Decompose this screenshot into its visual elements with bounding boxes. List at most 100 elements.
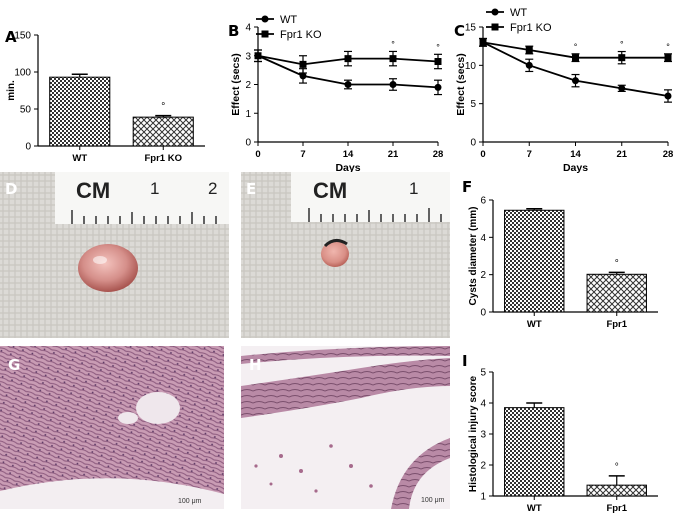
x-tick-label: 28: [433, 149, 444, 160]
scale-bar-g: 100 μm: [178, 498, 202, 505]
panel-label-c: C: [454, 22, 466, 40]
panel-label-f: F: [462, 178, 473, 196]
significance-marker: °: [666, 42, 670, 52]
photo-histology-wt: 100 μm G: [0, 346, 224, 509]
x-tick-label: 21: [388, 149, 399, 160]
bar-fpr1-ko: [132, 116, 194, 147]
x-tick-label: 0: [255, 149, 260, 160]
ruler-mark-d-1: 1: [150, 179, 159, 198]
y-tick-label: 4: [480, 399, 486, 410]
y-tick-label: 3: [245, 51, 251, 62]
data-point-square: [344, 55, 352, 63]
x-axis-label: Days: [335, 162, 360, 174]
legend-marker-square: [261, 30, 269, 38]
significance-marker: °: [161, 102, 165, 113]
significance-marker: °: [620, 40, 624, 50]
data-point-square: [479, 38, 487, 46]
panel-label-h: H: [249, 356, 262, 374]
line-chart-b: 0 1 2 3 4 0 7 14 21 28 Days Effect (secs) WT ° ° Fpr1 K…: [230, 14, 444, 174]
y-tick-label: 3: [480, 430, 486, 441]
y-tick-label: 0: [470, 138, 476, 149]
y-tick-label: 1: [480, 492, 486, 503]
data-point-circle: [525, 61, 533, 69]
x-tick-label: 28: [663, 149, 674, 160]
photo-cyst-fpr1-image: CM 1: [241, 172, 450, 338]
significance-marker: °: [615, 462, 619, 473]
legend-label: WT: [280, 14, 297, 26]
data-point-square: [299, 60, 307, 68]
y-tick-label: 2: [480, 270, 486, 281]
data-point-circle: [344, 81, 352, 88]
panel-f: F 0 2 4 6 WT Fpr1 ° Cysts diameter (mm): [450, 172, 675, 342]
significance-marker: °: [574, 42, 578, 52]
panel-label-e: E: [246, 180, 257, 198]
y-tick-label: 2: [245, 80, 251, 91]
bar-wt: [504, 209, 565, 313]
data-point-square: [664, 54, 672, 62]
x-tick-label: Fpr1: [606, 503, 627, 513]
y-tick-label: 5: [480, 368, 486, 379]
y-axis-label: Effect (secs): [230, 53, 242, 115]
photo-cyst-wt: CM 1 2 D: [0, 172, 229, 338]
y-tick-label: 2: [480, 461, 486, 472]
cyst-fpr1: [321, 241, 349, 267]
data-point-circle: [618, 84, 626, 92]
legend-label: WT: [510, 7, 527, 19]
panel-a: A 0 50 100 150 WT Fpr1 KO ° min.: [0, 0, 225, 170]
cyst-wt: [78, 244, 138, 292]
x-tick-label: WT: [527, 319, 542, 330]
panel-b: B 0 1 2 3 4 0 7 14 21 28 Days Effect (secs) WT ° ° Fpr1…: [225, 0, 450, 185]
data-point-circle: [389, 81, 397, 88]
panel-label-a: A: [5, 28, 17, 46]
y-tick-label: 15: [465, 23, 477, 34]
x-tick-label: Fpr1: [606, 319, 627, 330]
y-tick-label: 4: [245, 23, 251, 34]
ruler-unit-e: CM: [313, 178, 347, 203]
photo-histology-fpr1: 100 μm H: [241, 346, 450, 509]
data-point-square: [525, 46, 533, 54]
y-tick-label: 4: [480, 233, 486, 244]
ruler-mark-e-1: 1: [409, 179, 418, 198]
significance-marker: °: [391, 39, 395, 49]
significance-marker: °: [436, 42, 440, 52]
y-tick-label: 0: [480, 308, 486, 319]
y-tick-label: 0: [25, 142, 31, 153]
y-tick-label: 6: [480, 196, 486, 207]
scale-bar-h: 100 μm: [421, 497, 445, 504]
ruler-mark-d-2: 2: [208, 179, 217, 198]
panel-i: I 1 2 3 4 5 WT Fpr1 ° Histological injury score: [450, 346, 675, 514]
legend-marker-square: [491, 23, 499, 31]
data-point-square: [618, 54, 626, 62]
photo-histology-fpr1-image: 100 μm: [241, 346, 450, 509]
x-tick-label: 14: [570, 149, 581, 160]
y-axis-label: Histological injury score: [468, 375, 479, 492]
data-point-circle: [434, 83, 442, 91]
x-tick-label: WT: [527, 503, 542, 513]
photo-cyst-wt-image: CM 1 2: [0, 172, 229, 338]
y-axis-label: Cysts diameter (mm): [468, 207, 479, 306]
significance-marker: °: [615, 258, 619, 269]
legend-marker-circle: [261, 15, 269, 23]
panel-c: C 0 5 10 15 0 7 14 21 28 Days Effect (secs) WT ° ° ° Fp…: [450, 0, 675, 185]
bar-chart-f: 0 2 4 6 WT Fpr1 ° Cysts diameter (mm): [468, 196, 658, 330]
bar-wt: [504, 407, 565, 497]
bar-fpr1: [586, 273, 647, 313]
x-tick-label: 0: [480, 149, 485, 160]
data-point-square: [389, 55, 397, 63]
x-tick-label: 7: [527, 149, 532, 160]
photo-cyst-fpr1: CM 1 E: [241, 172, 450, 338]
bar-wt: [49, 76, 111, 147]
legend-marker-circle: [491, 8, 499, 16]
legend-label: Fpr1 KO: [280, 29, 322, 41]
photo-histology-wt-image: 100 μm: [0, 346, 224, 509]
y-tick-label: 10: [465, 61, 477, 72]
x-tick-label: 21: [616, 149, 627, 160]
y-axis-label: min.: [6, 80, 17, 101]
legend-label: Fpr1 KO: [510, 22, 552, 34]
y-tick-label: 0: [245, 138, 251, 149]
y-tick-label: 1: [245, 109, 251, 120]
bar-chart-a: 0 50 100 150 WT Fpr1 KO ° min.: [6, 31, 205, 164]
bar-chart-i: 1 2 3 4 5 WT Fpr1 ° Histological injury score: [468, 368, 658, 514]
y-tick-label: 50: [20, 105, 32, 116]
bar-fpr1: [586, 484, 647, 497]
